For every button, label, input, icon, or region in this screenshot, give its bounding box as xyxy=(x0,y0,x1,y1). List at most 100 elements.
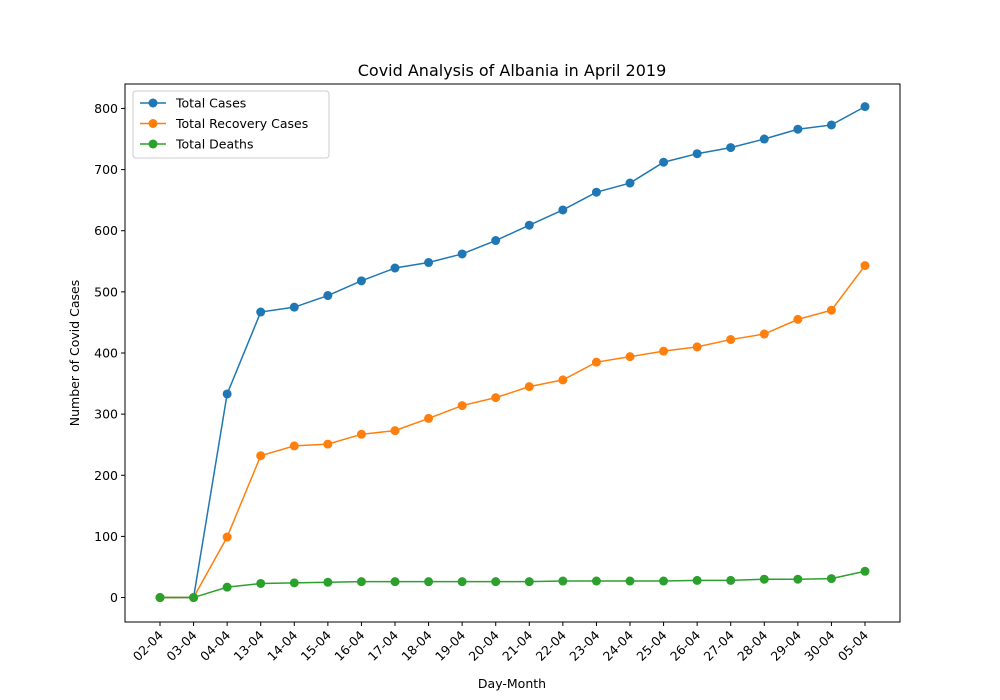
data-point xyxy=(591,187,601,197)
data-point xyxy=(491,236,501,246)
data-point xyxy=(659,346,669,356)
legend-marker xyxy=(148,119,158,128)
data-point xyxy=(793,124,803,134)
x-tick-label: 29-04 xyxy=(768,627,804,663)
x-tick-label: 28-04 xyxy=(734,627,770,663)
x-tick-label: 22-04 xyxy=(533,627,569,663)
data-point xyxy=(356,429,366,439)
legend-label: Total Recovery Cases xyxy=(175,116,308,131)
data-point xyxy=(759,329,769,339)
data-point xyxy=(491,393,501,403)
x-tick-label: 16-04 xyxy=(331,627,367,663)
data-point xyxy=(826,120,836,130)
data-point xyxy=(390,577,400,587)
data-point xyxy=(222,532,232,542)
x-tick-label: 23-04 xyxy=(566,627,602,663)
data-point xyxy=(424,413,434,423)
x-tick-label: 04-04 xyxy=(197,627,233,663)
data-point xyxy=(692,149,702,159)
y-tick-label: 500 xyxy=(94,284,118,299)
y-tick-label: 700 xyxy=(94,162,118,177)
data-point xyxy=(323,291,333,301)
data-point xyxy=(659,576,669,586)
data-point xyxy=(860,261,870,271)
legend-item: Total Deaths xyxy=(140,137,253,152)
legend-item: Total Recovery Cases xyxy=(140,116,308,131)
x-tick-label: 05-04 xyxy=(835,627,871,663)
legend: Total Cases Total Recovery Cases Total Dea… xyxy=(132,90,330,159)
x-tick-label: 03-04 xyxy=(163,627,199,663)
y-tick-label: 400 xyxy=(94,346,118,361)
series-layer xyxy=(155,102,870,603)
data-point xyxy=(457,249,467,259)
data-point xyxy=(424,577,434,587)
data-point xyxy=(826,305,836,315)
data-point xyxy=(558,375,568,385)
x-axis: 02-0403-0404-0413-0414-0415-0416-0417-04… xyxy=(130,622,871,664)
series-line xyxy=(160,105,866,599)
data-point xyxy=(256,451,266,461)
legend-marker xyxy=(148,139,158,149)
data-point xyxy=(390,426,400,436)
data-point xyxy=(155,593,165,603)
series-line xyxy=(160,570,866,599)
data-point xyxy=(457,577,467,587)
y-tick-label: 200 xyxy=(94,468,118,483)
data-point xyxy=(222,582,232,592)
series-line xyxy=(160,265,866,599)
data-point xyxy=(726,143,736,153)
y-tick-label: 100 xyxy=(94,529,118,544)
data-point xyxy=(524,577,534,587)
x-tick-label: 25-04 xyxy=(633,627,669,663)
data-point xyxy=(759,134,769,144)
chart-title: Covid Analysis of Albania in April 2019 xyxy=(358,61,667,80)
data-point xyxy=(726,335,736,345)
x-tick-label: 24-04 xyxy=(600,627,636,663)
data-point xyxy=(558,205,568,215)
x-tick-label: 19-04 xyxy=(432,627,468,663)
data-point xyxy=(424,258,434,268)
x-tick-label: 15-04 xyxy=(298,627,334,663)
data-point xyxy=(356,276,366,286)
data-point xyxy=(222,389,232,399)
legend-label: Total Deaths xyxy=(175,137,253,152)
data-point xyxy=(189,593,199,603)
legend-label: Total Cases xyxy=(175,96,246,111)
x-tick-label: 14-04 xyxy=(264,627,300,663)
x-tick-label: 18-04 xyxy=(398,627,434,663)
y-tick-label: 600 xyxy=(94,223,118,238)
x-tick-label: 21-04 xyxy=(499,627,535,663)
legend-marker xyxy=(148,98,158,108)
x-tick-label: 30-04 xyxy=(801,627,837,663)
data-point xyxy=(591,576,601,586)
y-tick-label: 300 xyxy=(94,407,118,422)
legend-box xyxy=(132,90,330,159)
data-point xyxy=(524,220,534,230)
data-point xyxy=(793,574,803,584)
data-point xyxy=(390,263,400,273)
x-tick-label: 26-04 xyxy=(667,627,703,663)
data-point xyxy=(692,342,702,352)
x-axis-label: Day-Month xyxy=(478,676,546,691)
data-point xyxy=(625,178,635,188)
data-point xyxy=(826,574,836,584)
data-point xyxy=(323,577,333,587)
series-3 xyxy=(155,566,870,603)
data-point xyxy=(860,566,870,576)
series-1 xyxy=(155,102,870,603)
legend-item: Total Cases xyxy=(140,96,246,111)
data-point xyxy=(524,382,534,392)
data-point xyxy=(289,578,299,588)
data-point xyxy=(726,575,736,585)
data-point xyxy=(457,401,467,411)
x-tick-label: 27-04 xyxy=(701,627,737,663)
data-point xyxy=(356,577,366,587)
data-point xyxy=(558,576,568,586)
data-point xyxy=(625,352,635,362)
data-point xyxy=(860,102,870,112)
x-tick-label: 13-04 xyxy=(231,627,267,663)
y-axis: 0 100 200 300 400 500 600 700 800 xyxy=(94,101,125,605)
data-point xyxy=(625,576,635,586)
data-point xyxy=(793,314,803,324)
